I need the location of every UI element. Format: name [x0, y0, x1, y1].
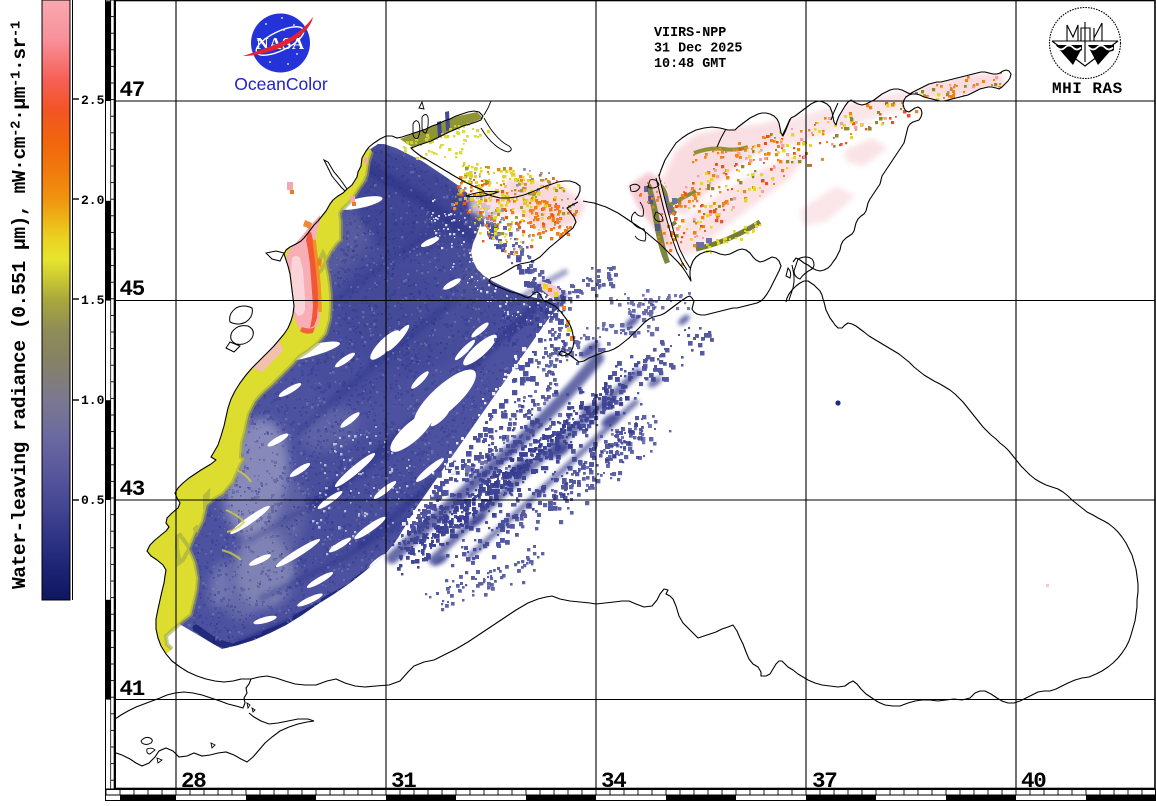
- svg-text:Water-leaving radiance (0.551: Water-leaving radiance (0.551 μm), mW·cm…: [9, 21, 32, 589]
- svg-text:43: 43: [120, 476, 145, 502]
- svg-text:40: 40: [1021, 768, 1046, 794]
- svg-text:MHI RAS: MHI RAS: [1052, 80, 1123, 98]
- svg-text:47: 47: [120, 77, 145, 103]
- svg-text:0.5: 0.5: [81, 493, 105, 508]
- svg-text:1.0: 1.0: [81, 393, 105, 408]
- svg-text:45: 45: [120, 276, 145, 302]
- svg-text:1.5: 1.5: [81, 293, 105, 308]
- svg-text:2.5: 2.5: [81, 93, 105, 108]
- svg-text:34: 34: [601, 768, 626, 794]
- svg-text:41: 41: [120, 676, 145, 702]
- svg-text:2.0: 2.0: [81, 193, 105, 208]
- svg-text:10:48 GMT: 10:48 GMT: [654, 57, 726, 72]
- svg-text:VIIRS-NPP: VIIRS-NPP: [654, 26, 726, 41]
- svg-text:37: 37: [812, 768, 837, 794]
- svg-text:28: 28: [181, 768, 206, 794]
- svg-text:OceanColor: OceanColor: [234, 74, 328, 94]
- svg-text:31 Dec 2025: 31 Dec 2025: [654, 42, 742, 57]
- svg-text:31: 31: [391, 768, 416, 794]
